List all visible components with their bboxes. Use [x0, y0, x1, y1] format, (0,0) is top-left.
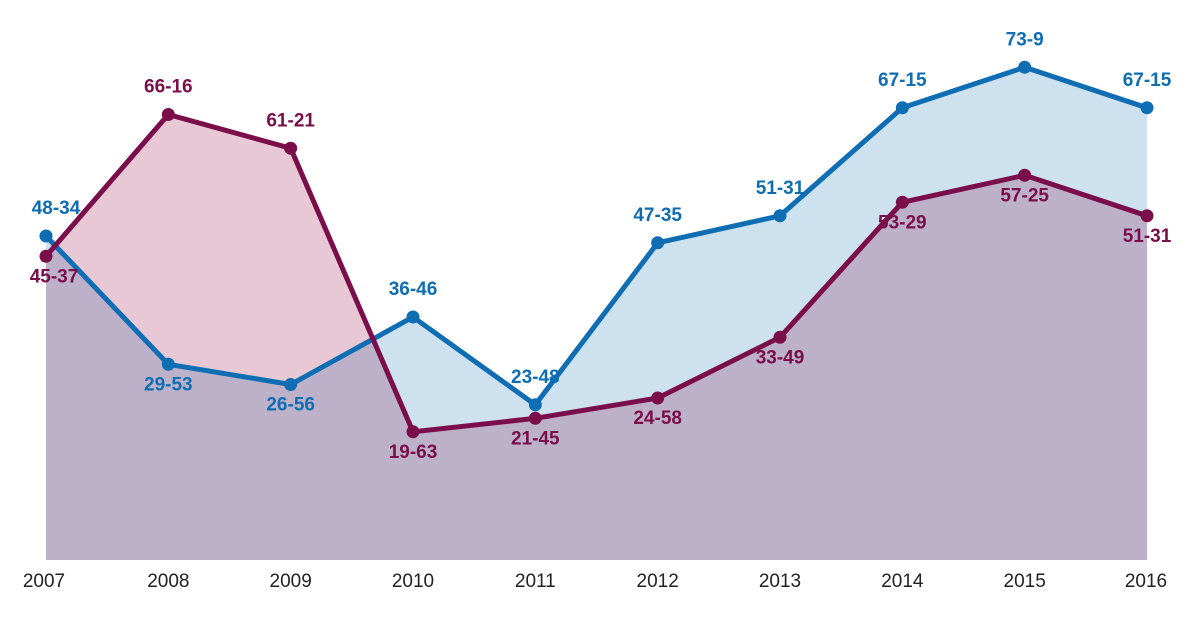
series-1-point [1018, 60, 1032, 74]
x-axis: 2007 2008 2009 2010 2011 2012 2013 2014 2015 2016 [23, 571, 1167, 592]
series-1-data-label: 29-53 [144, 374, 193, 395]
series-1-line [43, 64, 1150, 408]
series-2-data-label: 45-37 [30, 266, 79, 287]
x-tick-label: 2011 [515, 571, 556, 592]
series-1-point [528, 398, 542, 412]
series-1-data-label: 67-15 [1123, 70, 1172, 91]
series-1-data-label: 51-31 [756, 178, 805, 199]
x-tick-label: 2008 [147, 571, 189, 592]
series-1-point [651, 236, 665, 250]
series-1-point [773, 209, 787, 223]
series-2-point [1018, 168, 1032, 182]
x-tick-label: 2007 [23, 571, 65, 592]
series-1-point [284, 378, 298, 391]
series-2-data-label: 61-21 [266, 110, 315, 131]
series-2-point [895, 195, 909, 209]
series-1-data-label: 73-9 [1006, 29, 1044, 50]
chart-lines [43, 64, 1150, 435]
series-1-point [895, 101, 909, 115]
series-2-line [43, 112, 1150, 435]
series-2-point [651, 391, 665, 405]
chart-data-labels: 48-34 29-53 26-56 36-46 23-48 47-35 51-31 67-15… [30, 29, 1172, 463]
x-tick-label: 2010 [392, 571, 434, 592]
series-2-point [284, 141, 298, 155]
series-2-data-label: 53-29 [878, 212, 927, 233]
series-2-data-label: 66-16 [144, 77, 193, 98]
chart-areas [46, 67, 1147, 561]
series-2-point [773, 330, 787, 344]
x-tick-label: 2009 [270, 571, 312, 592]
series-2-data-label: 19-63 [389, 442, 438, 463]
series-1-data-label: 47-35 [633, 205, 682, 226]
series-1-data-label: 23-48 [511, 367, 560, 388]
series-2-data-label: 24-58 [633, 408, 682, 429]
series-2-data-label: 51-31 [1123, 226, 1172, 247]
series-1-point [161, 357, 175, 371]
series-1-data-label: 67-15 [878, 70, 927, 91]
series-2-data-label: 21-45 [511, 428, 560, 449]
series-1-data-label: 26-56 [266, 395, 315, 416]
series-2-point [406, 425, 420, 439]
series-1-point [406, 310, 420, 324]
x-tick-label: 2015 [1004, 571, 1046, 592]
x-tick-label: 2013 [759, 571, 801, 592]
series-1-point [39, 229, 53, 243]
series-2-data-label: 33-49 [756, 347, 805, 368]
x-tick-label: 2016 [1125, 571, 1167, 592]
x-tick-label: 2014 [881, 571, 924, 592]
series-1-data-label: 36-46 [389, 279, 438, 300]
series-1-data-label: 48-34 [32, 198, 81, 219]
series-2-point [1140, 209, 1154, 223]
series-2-point [528, 411, 542, 425]
series-1-point [1140, 101, 1154, 115]
series-2-point [39, 249, 53, 263]
x-tick-label: 2012 [637, 571, 679, 592]
chart-points [39, 60, 1154, 439]
series-2-data-label: 57-25 [1000, 185, 1049, 206]
series-2-point [161, 108, 175, 121]
